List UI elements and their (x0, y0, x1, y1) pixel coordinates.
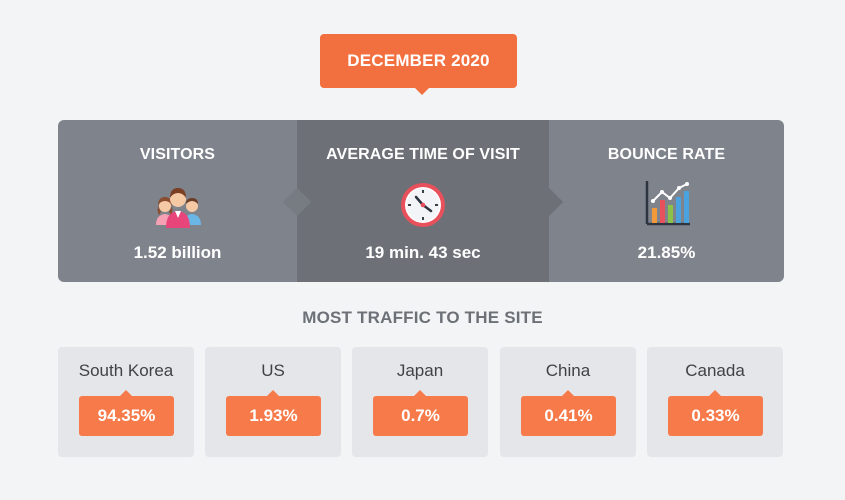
stat-visitors-title: VISITORS (139, 146, 216, 163)
stat-bounce-rate-value: 21.85% (637, 243, 696, 262)
traffic-share-badge: 0.7% (373, 390, 468, 436)
country-card-us: US 1.93% (205, 347, 341, 457)
stat-average-time-title: AVERAGE TIME OF VISIT (326, 146, 520, 163)
country-card-japan: Japan 0.7% (352, 347, 488, 457)
country-name: South Korea (78, 361, 174, 380)
stat-average-time-value: 19 min. 43 sec (365, 243, 481, 262)
country-card-china: China 0.41% (500, 347, 636, 457)
people-group-icon (152, 178, 204, 230)
stat-average-time: AVERAGE TIME OF VISIT 19 min. 43 sec (297, 120, 549, 282)
country-card-south-korea: South Korea 94.35% (58, 347, 194, 457)
traffic-share-badge: 1.93% (226, 390, 321, 436)
month-badge-pointer (415, 88, 429, 95)
stats-panel: VISITORS 1.52 billion AVER (58, 120, 784, 282)
stat-visitors-value: 1.52 billion (133, 243, 222, 262)
country-card-canada: Canada 0.33% (647, 347, 783, 457)
stat-visitors: VISITORS 1.52 billion (58, 120, 297, 282)
bar-chart-icon (641, 178, 693, 230)
traffic-share-badge: 0.33% (668, 390, 763, 436)
country-name: Japan (396, 361, 444, 380)
stat-bounce-rate-title: BOUNCE RATE (607, 146, 726, 163)
traffic-section-title: MOST TRAFFIC TO THE SITE (302, 308, 543, 327)
traffic-share-badge: 0.41% (521, 390, 616, 436)
clock-icon (397, 178, 449, 230)
month-badge: DECEMBER 2020 (320, 34, 517, 95)
stat-bounce-rate: BOUNCE RATE 21.85% (549, 120, 784, 282)
country-name: China (545, 361, 591, 380)
country-name: Canada (685, 361, 745, 380)
month-label: DECEMBER 2020 (347, 51, 490, 70)
country-name: US (261, 361, 285, 380)
traffic-share-badge: 94.35% (79, 390, 174, 436)
